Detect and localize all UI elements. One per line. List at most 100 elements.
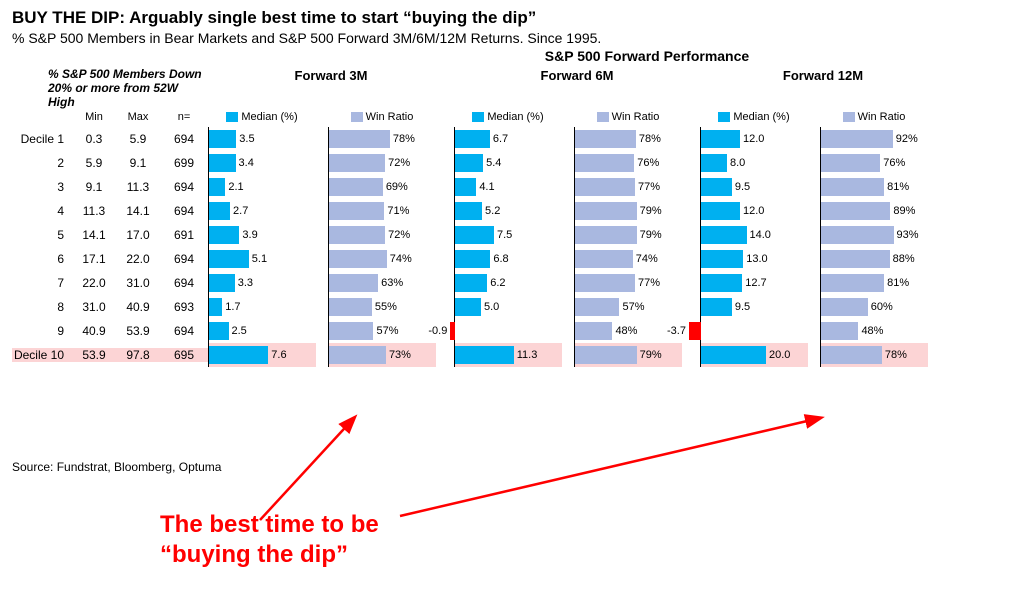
left-header-line1: % S&P 500 Members Down	[48, 67, 202, 81]
winratio-bar	[821, 346, 882, 364]
median-value: 6.7	[493, 133, 508, 145]
median-bar	[455, 274, 487, 292]
median-value: 1.7	[225, 301, 240, 313]
median-value: 4.1	[479, 181, 494, 193]
period-header: Forward 12M	[700, 68, 946, 109]
median-value: 5.4	[486, 157, 501, 169]
median-bar	[455, 250, 490, 268]
median-bar-cell: 5.0	[454, 295, 562, 319]
winratio-value: 92%	[896, 133, 918, 145]
median-bar-cell: 20.0	[700, 343, 808, 367]
row-label: 6	[12, 252, 72, 266]
chart-super-header: S&P 500 Forward Performance	[270, 48, 1024, 68]
median-value: 6.2	[490, 277, 505, 289]
winratio-value: 73%	[389, 349, 411, 361]
winratio-bar-cell: 93%	[820, 223, 928, 247]
gap	[316, 111, 328, 123]
winratio-bar	[821, 250, 890, 268]
median-value: 12.7	[745, 277, 766, 289]
winratio-bar-cell: 72%	[328, 151, 436, 175]
median-bar	[450, 322, 455, 340]
median-bar	[701, 130, 740, 148]
legend-median: Median (%)	[208, 111, 316, 123]
median-bar	[209, 178, 225, 196]
winratio-bar	[575, 178, 635, 196]
cell-n: 695	[160, 348, 208, 362]
winratio-value: 72%	[388, 229, 410, 241]
legend-swatch-median	[718, 112, 730, 122]
annotation-arrow	[260, 418, 354, 520]
gap	[928, 111, 946, 123]
median-value: 9.5	[735, 301, 750, 313]
winratio-value: 77%	[638, 277, 660, 289]
median-value: 6.8	[493, 253, 508, 265]
winratio-bar	[821, 178, 884, 196]
winratio-value: 71%	[387, 205, 409, 217]
winratio-value: 78%	[393, 133, 415, 145]
cell-n: 694	[160, 132, 208, 146]
winratio-bar	[329, 178, 383, 196]
chart-area: % S&P 500 Members Down 20% or more from …	[12, 68, 1012, 367]
cell-n: 694	[160, 180, 208, 194]
legend-winratio: Win Ratio	[820, 111, 928, 123]
left-group-header: % S&P 500 Members Down 20% or more from …	[12, 68, 208, 109]
winratio-bar-cell: 79%	[574, 223, 682, 247]
winratio-value: 81%	[887, 181, 909, 193]
winratio-bar-cell: 71%	[328, 199, 436, 223]
period-header: Forward 3M	[208, 68, 454, 109]
legend-median: Median (%)	[454, 111, 562, 123]
winratio-value: 48%	[861, 325, 883, 337]
cell-n: 694	[160, 324, 208, 338]
cell-n: 694	[160, 252, 208, 266]
winratio-value: 79%	[640, 229, 662, 241]
winratio-bar-cell: 63%	[328, 271, 436, 295]
winratio-bar-cell: 79%	[574, 343, 682, 367]
median-bar-cell: -3.7	[700, 319, 808, 343]
cell-min: 11.3	[72, 204, 116, 218]
winratio-value: 74%	[390, 253, 412, 265]
median-bar	[209, 130, 236, 148]
median-bar	[455, 130, 490, 148]
median-bar-cell: 3.9	[208, 223, 316, 247]
winratio-bar	[575, 274, 635, 292]
cell-max: 31.0	[116, 276, 160, 290]
median-value: -0.9	[428, 325, 447, 337]
blank-cell	[12, 111, 72, 123]
legend-median: Median (%)	[700, 111, 808, 123]
median-bar-cell: 6.8	[454, 247, 562, 271]
row-label: 2	[12, 156, 72, 170]
median-value: 5.0	[484, 301, 499, 313]
cell-max: 11.3	[116, 180, 160, 194]
cell-min: 17.1	[72, 252, 116, 266]
winratio-value: 88%	[893, 253, 915, 265]
annotation-text: The best time to be“buying the dip”	[160, 510, 379, 570]
cell-min: 5.9	[72, 156, 116, 170]
winratio-bar	[821, 226, 894, 244]
winratio-bar	[575, 250, 633, 268]
median-value: 2.7	[233, 205, 248, 217]
cell-n: 693	[160, 300, 208, 314]
winratio-value: 77%	[638, 181, 660, 193]
median-bar-cell: 13.0	[700, 247, 808, 271]
median-value: 3.5	[239, 133, 254, 145]
median-value: 7.6	[271, 349, 286, 361]
winratio-bar	[821, 298, 868, 316]
winratio-value: 57%	[376, 325, 398, 337]
median-bar	[209, 202, 230, 220]
winratio-bar	[821, 274, 884, 292]
winratio-bar	[821, 322, 858, 340]
winratio-bar	[329, 346, 386, 364]
col-header-max: Max	[116, 111, 160, 123]
source-text: Source: Fundstrat, Bloomberg, Optuma	[12, 460, 221, 474]
winratio-value: 55%	[375, 301, 397, 313]
median-value: 7.5	[497, 229, 512, 241]
median-bar	[455, 298, 481, 316]
median-bar-cell: 7.6	[208, 343, 316, 367]
median-bar	[455, 226, 494, 244]
median-bar-cell: 3.5	[208, 127, 316, 151]
median-bar	[701, 274, 742, 292]
winratio-value: 63%	[381, 277, 403, 289]
chart-title: BUY THE DIP: Arguably single best time t…	[0, 0, 1024, 30]
median-value: 5.1	[252, 253, 267, 265]
column-subheaders: MinMaxn=Median (%)Win RatioMedian (%)Win…	[12, 111, 1012, 123]
